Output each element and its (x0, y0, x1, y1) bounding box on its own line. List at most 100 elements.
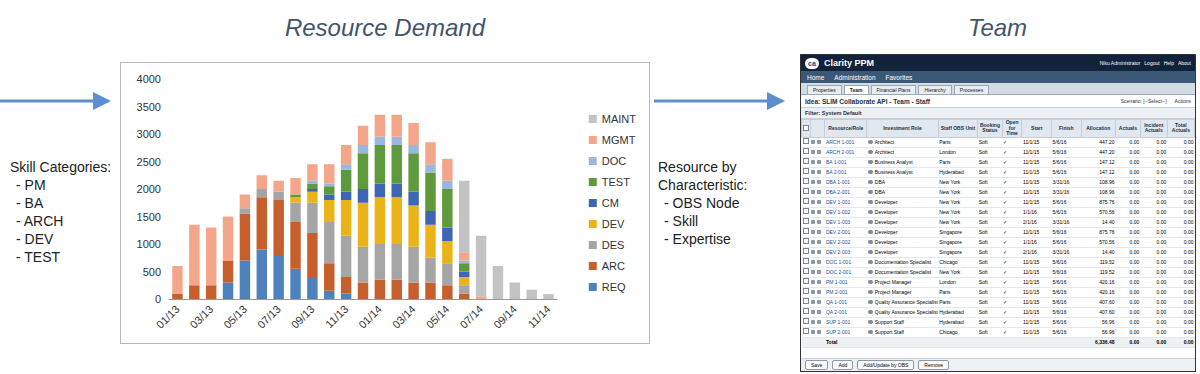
svg-text:REQ: REQ (602, 281, 626, 293)
html-text:5/6/16: 5/6/16 (1052, 158, 1067, 165)
html-text:Booking Status: Booking Status (980, 121, 1000, 134)
html-text:0.00: 0.00 (1183, 148, 1194, 155)
svg-text:3000: 3000 (137, 128, 161, 140)
html-text:Hyderabad: Hyderabad (939, 168, 964, 175)
html-text:Architect: Architect (874, 138, 895, 145)
html-text:- OBS Node: - OBS Node (664, 195, 740, 211)
html-text:DBA 1-001: DBA 1-001 (825, 178, 851, 185)
html-text:- ARCH: - ARCH (16, 213, 64, 229)
html-text:- Expertise: - Expertise (664, 231, 731, 247)
html-text:- PM: - PM (16, 177, 46, 193)
html-text:Skill Categories:: Skill Categories: (10, 159, 112, 175)
html-text:147.12: 147.12 (1099, 168, 1115, 175)
html-text:447.20: 447.20 (1099, 138, 1115, 145)
html-text:Investment Role: Investment Role (883, 124, 922, 131)
html-text:Paris: Paris (939, 138, 951, 145)
html-text:Start: Start (1031, 124, 1043, 131)
html-text:0.00: 0.00 (1156, 158, 1167, 165)
html-text:5/6/16: 5/6/16 (1052, 148, 1067, 155)
html-text:BA 1-001: BA 1-001 (825, 158, 847, 165)
html-text:Actuals: Actuals (1118, 124, 1137, 131)
svg-text:ARC: ARC (602, 260, 625, 272)
html-text:11/1/15: 11/1/15 (1023, 158, 1040, 165)
html-text:147.12: 147.12 (1099, 158, 1115, 165)
html-text:Business Analyst: Business Analyst (874, 158, 913, 165)
svg-text:MGMT: MGMT (602, 134, 636, 146)
svg-text:TEST: TEST (602, 176, 630, 188)
svg-text:11/14: 11/14 (525, 303, 552, 330)
html-text:Administration: Administration (834, 73, 876, 81)
html-text:0.00: 0.00 (1156, 138, 1167, 145)
html-text:0.00: 0.00 (1156, 168, 1167, 175)
html-text:London: London (939, 148, 956, 155)
html-text:- TEST: - TEST (16, 249, 61, 265)
svg-text:4000: 4000 (137, 73, 161, 85)
svg-text:DEV: DEV (602, 218, 625, 230)
svg-text:0: 0 (155, 293, 161, 305)
html-text:11/1/15: 11/1/15 (1023, 168, 1040, 175)
svg-text:09/14: 09/14 (491, 303, 519, 331)
svg-text:03/13: 03/13 (187, 303, 215, 331)
html-text:Soft: Soft (978, 168, 988, 175)
svg-text:2500: 2500 (137, 156, 161, 168)
html-text:Allocation: Allocation (1086, 124, 1111, 131)
html-text:Home: Home (807, 73, 825, 81)
svg-text:DES: DES (602, 239, 625, 251)
html-text:447.20: 447.20 (1099, 148, 1115, 155)
svg-text:1000: 1000 (137, 238, 161, 250)
html-text:0.00: 0.00 (1183, 158, 1194, 165)
html-text:0.00: 0.00 (1129, 138, 1140, 145)
html-text:Soft: Soft (978, 158, 988, 165)
html-text:Favorites: Favorites (885, 73, 913, 81)
html-text:0.00: 0.00 (1129, 168, 1140, 175)
html-text:Incident Actuals: Incident Actuals (1144, 121, 1164, 134)
svg-text:07/13: 07/13 (255, 303, 283, 331)
html-text:- Skill: - Skill (664, 213, 699, 229)
svg-text:3500: 3500 (137, 101, 161, 113)
svg-text:01/13: 01/13 (154, 303, 182, 331)
html-text:Architect: Architect (874, 148, 895, 155)
html-text:0.00: 0.00 (1129, 158, 1140, 165)
html-text:5/6/16: 5/6/16 (1052, 168, 1067, 175)
svg-text:09/13: 09/13 (289, 303, 317, 331)
html-text:Resource by Characteristic:: Resource by Characteristic: (658, 159, 748, 193)
svg-text:11/13: 11/13 (323, 303, 350, 330)
html-text:Open for Time: Open for Time (1005, 119, 1019, 136)
html-text:Business Analyst: Business Analyst (874, 168, 913, 175)
html-text:Total Actuals: Total Actuals (1171, 121, 1190, 134)
svg-text:500: 500 (143, 266, 161, 278)
html-text:Resource Demand: Resource Demand (284, 14, 485, 41)
html-text:Soft: Soft (978, 138, 988, 145)
svg-text:01/14: 01/14 (356, 303, 384, 331)
html-text:BA 2-001: BA 2-001 (825, 168, 847, 175)
html-text:5/6/16: 5/6/16 (1052, 138, 1067, 145)
html-text:ARCH 1-001: ARCH 1-001 (825, 138, 855, 145)
html-text:0.00: 0.00 (1156, 148, 1167, 155)
html-text:Soft: Soft (978, 148, 988, 155)
html-text:Resource/Role: Resource/Role (828, 124, 864, 131)
html-text:Staff OBS Unit: Staff OBS Unit (940, 124, 976, 131)
html-text:Clarity PPM: Clarity PPM (824, 58, 874, 68)
html-text:Idea: SLIM Collaborate API - T: Idea: SLIM Collaborate API - Team - Staf… (805, 97, 930, 105)
svg-text:MAINT: MAINT (602, 113, 637, 125)
html-text:Paris: Paris (939, 158, 951, 165)
html-text:- BA: - BA (16, 195, 44, 211)
html-text:Team: Team (967, 14, 1028, 41)
svg-text:03/14: 03/14 (390, 303, 418, 331)
html-text:11/1/15: 11/1/15 (1023, 148, 1040, 155)
svg-text:CM: CM (602, 197, 619, 209)
html-text:0.00: 0.00 (1183, 168, 1194, 175)
svg-text:1500: 1500 (137, 211, 161, 223)
html-text:0.00: 0.00 (1129, 148, 1140, 155)
html-text:ca: ca (808, 59, 816, 67)
html-text:11/1/15: 11/1/15 (1023, 138, 1040, 145)
html-text:ARCH 2-001: ARCH 2-001 (825, 148, 855, 155)
svg-text:07/14: 07/14 (457, 303, 485, 331)
html-text:Finish: Finish (1058, 124, 1074, 131)
html-text:0.00: 0.00 (1183, 138, 1194, 145)
svg-text:05/14: 05/14 (424, 303, 452, 331)
svg-text:05/13: 05/13 (221, 303, 249, 331)
svg-text:2000: 2000 (137, 183, 161, 195)
html-text:- DEV: - DEV (16, 231, 54, 247)
svg-text:DOC: DOC (602, 155, 627, 167)
